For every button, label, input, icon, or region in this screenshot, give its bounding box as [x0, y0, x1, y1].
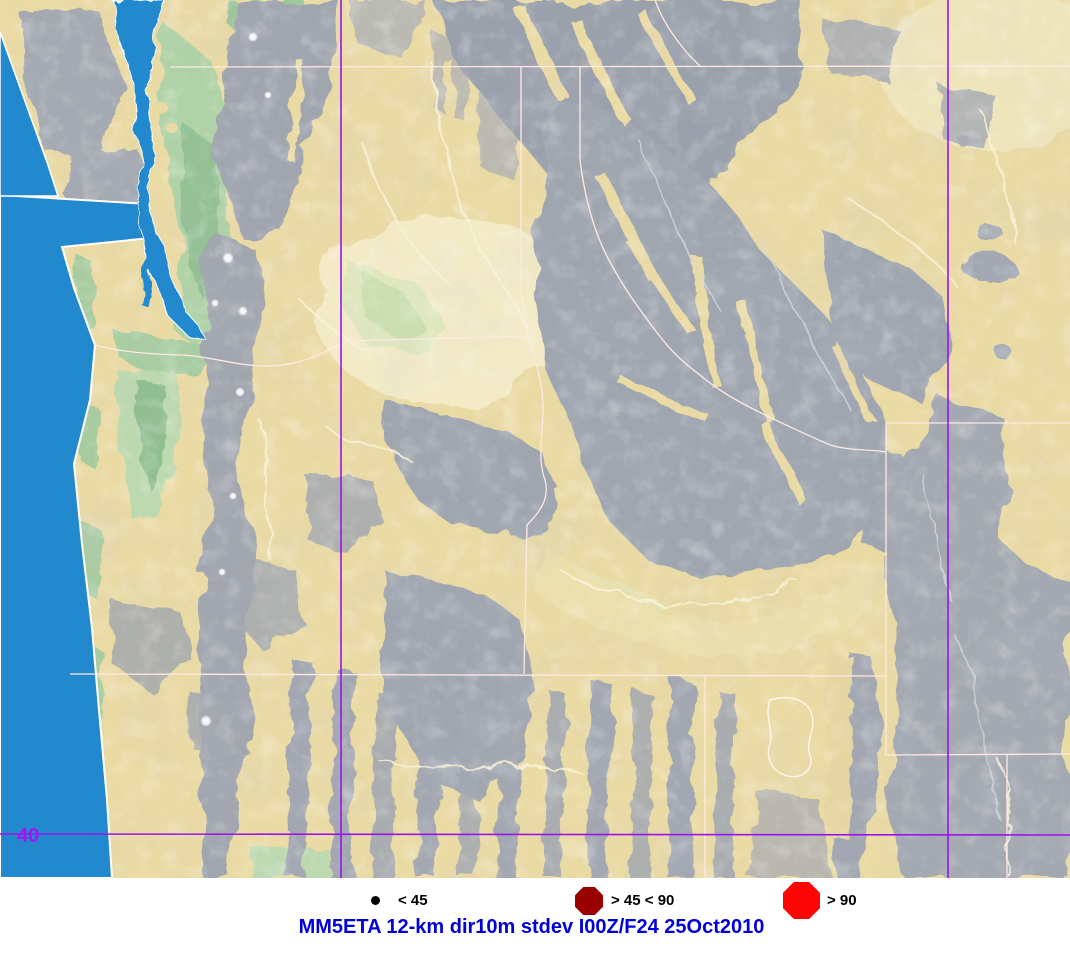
border-41n	[885, 753, 1070, 756]
parallel-40n	[0, 833, 1070, 836]
border-columbia-river	[94, 340, 346, 367]
rivers-pale	[259, 59, 1017, 878]
legend-dark-red-octagon-icon	[575, 887, 603, 915]
puget-sound-strait-of-georgia	[111, 0, 207, 341]
pacific-ocean	[0, 31, 153, 878]
volcano-peaks	[200, 32, 272, 727]
terrain-highlight-texture	[0, 0, 1070, 878]
legend-label-lt45: < 45	[398, 892, 428, 909]
legend-small-dot-icon	[371, 896, 380, 905]
state-borders	[69, 0, 1070, 878]
border-or-id	[523, 335, 547, 675]
great-salt-lake-outline	[767, 697, 814, 778]
latitude-label-40: 40	[17, 825, 39, 847]
map-title: MM5ETA 12-km dir10m stdev I00Z/F24 25Oct…	[298, 916, 765, 938]
border-snake-jog	[520, 292, 529, 337]
graticule	[0, 0, 1070, 878]
border-wa-or-46n	[344, 335, 529, 342]
legend-label-45-90: > 45 < 90	[611, 892, 675, 909]
border-id-mt	[579, 67, 887, 453]
relief-map-canvas: 40	[0, 0, 1070, 878]
border-bc-ab	[654, 0, 701, 67]
legend-bar: < 45 > 45 < 90 > 90 MM5ETA 12-km dir10m …	[0, 878, 1070, 969]
border-49n	[169, 65, 1070, 68]
mountain-drainage	[639, 139, 1001, 821]
legend-label-gt90: > 90	[827, 892, 857, 909]
border-42n	[69, 673, 887, 677]
relief-map: 40	[0, 0, 1070, 878]
legend-red-octagon-icon	[783, 882, 820, 919]
